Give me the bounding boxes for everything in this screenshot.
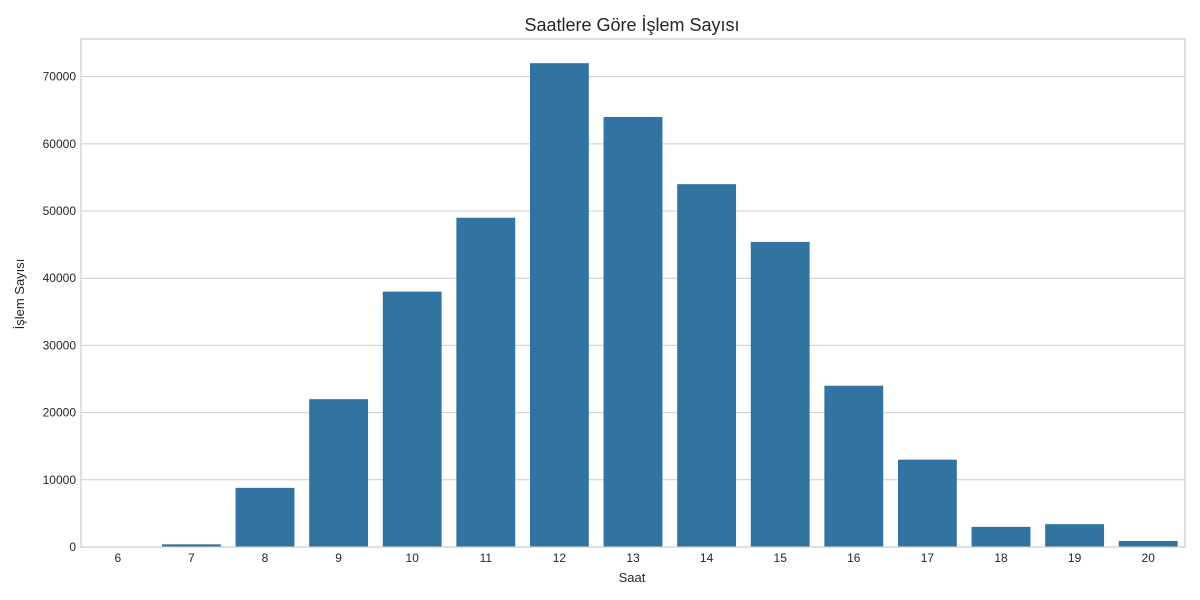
x-tick-label: 12 [553, 551, 567, 565]
bar-hour-10 [382, 291, 442, 547]
y-tick-label: 70000 [43, 70, 77, 84]
x-tick-label: 17 [921, 551, 935, 565]
x-tick-label: 11 [480, 551, 493, 565]
y-tick-label: 40000 [43, 271, 77, 285]
y-axis-label: İşlem Sayısı [12, 259, 27, 330]
y-tick-label: 10000 [43, 473, 77, 487]
x-tick-label: 13 [626, 551, 640, 565]
x-tick-label: 14 [700, 551, 714, 565]
plot-frame [80, 38, 1186, 548]
x-tick-label: 20 [1142, 551, 1156, 565]
y-tick-label: 60000 [43, 137, 77, 151]
y-axis-ticks: 0 10000 20000 30000 40000 50000 60000 70000 [43, 70, 77, 554]
x-tick-label: 6 [114, 551, 121, 565]
bar-hour-17 [897, 459, 957, 547]
y-tick-label: 20000 [43, 406, 77, 420]
x-tick-label: 19 [1068, 551, 1082, 565]
x-tick-label: 18 [994, 551, 1008, 565]
bar-hour-8 [235, 487, 295, 547]
bar-hour-18 [971, 526, 1031, 547]
x-tick-label: 15 [774, 551, 788, 565]
bar-hour-13 [603, 116, 663, 548]
y-tick-label: 50000 [43, 204, 77, 218]
bar-hour-16 [824, 385, 884, 547]
chart-title: Saatlere Göre İşlem Sayısı [524, 15, 739, 35]
bars-layer [161, 63, 1178, 548]
x-tick-label: 7 [188, 551, 195, 565]
plot-border [80, 38, 1186, 548]
x-tick-label: 10 [406, 551, 420, 565]
x-axis-label: Saat [619, 570, 646, 585]
bar-hour-9 [309, 399, 369, 547]
bar-hour-14 [677, 184, 737, 547]
x-tick-label: 8 [262, 551, 269, 565]
y-tick-label: 30000 [43, 338, 77, 352]
bar-hour-7 [161, 544, 221, 547]
bar-hour-15 [750, 241, 810, 547]
bar-hour-20 [1118, 540, 1178, 547]
x-tick-label: 16 [847, 551, 861, 565]
x-tick-label: 9 [335, 551, 342, 565]
bar-hour-12 [529, 63, 589, 547]
y-tick-label: 0 [69, 540, 76, 554]
x-axis-ticks: 6 7 8 9 10 11 12 13 14 15 16 17 18 19 20 [114, 551, 1155, 565]
bar-hour-11 [456, 217, 516, 548]
bar-hour-19 [1045, 524, 1105, 547]
